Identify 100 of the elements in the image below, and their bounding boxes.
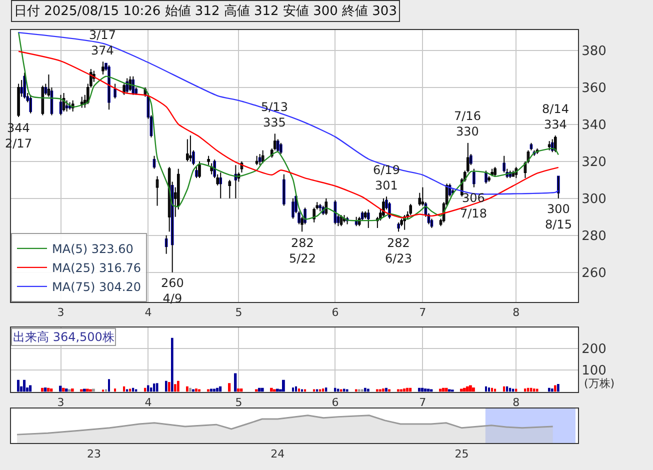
bar (198, 389, 200, 392)
annotation: 306 7/18 (460, 191, 487, 221)
x-tick-label: 6 (332, 306, 339, 320)
bar (135, 389, 138, 392)
bar (189, 388, 192, 392)
bar (234, 373, 237, 392)
bar (177, 380, 180, 392)
bar (114, 388, 116, 392)
x-tick-label: 3 (57, 306, 64, 320)
bar (17, 380, 20, 392)
bar (403, 388, 406, 392)
legend-label: MA(75) 304.20 (52, 280, 141, 294)
bar (485, 386, 487, 392)
bar (488, 387, 490, 392)
bar (548, 388, 550, 392)
bar (195, 388, 198, 392)
annotation: 300 8/15 (545, 202, 572, 232)
x-tick-label: 23 (87, 447, 102, 460)
annotation: 282 6/23 (385, 236, 412, 266)
x-tick-label: 8 (512, 396, 520, 409)
annotation: 8/14 334 (542, 102, 569, 132)
bar (168, 382, 170, 392)
y-tick-label: 320 (582, 154, 606, 170)
bar (319, 389, 322, 392)
legend-label: MA(25) 316.76 (52, 261, 141, 276)
y-tick-label: 300 (582, 192, 606, 207)
chart-title: 出来高 364,500株 (13, 330, 114, 344)
bar (292, 387, 294, 392)
bar (301, 389, 304, 392)
annotation: 3/17 374 (89, 28, 116, 58)
bar (551, 388, 554, 392)
y-tick-label: 280 (582, 228, 606, 244)
y-tick-label: 380 (582, 44, 606, 60)
y-tick-label: 340 (582, 118, 606, 133)
y-tick-label: 200 (582, 342, 606, 357)
x-tick-label: 6 (332, 396, 339, 409)
bar (186, 386, 188, 392)
bar (400, 389, 403, 392)
annotation: 5/13 335 (261, 100, 288, 130)
bar (442, 388, 445, 392)
bar (228, 383, 231, 392)
bar (270, 388, 273, 392)
x-tick-label: 5 (235, 306, 242, 320)
bar (554, 385, 556, 392)
bar (385, 388, 388, 392)
y-tick-label: 100 (582, 364, 606, 379)
bar (23, 380, 26, 392)
bar (89, 389, 92, 392)
bar (346, 389, 348, 392)
bar (355, 389, 358, 392)
bar (62, 388, 65, 392)
y-axis-title: (万株) (584, 377, 615, 390)
bar (108, 379, 110, 392)
bar (258, 388, 261, 392)
x-tick-label: 4 (144, 306, 152, 320)
x-tick-label: 3 (57, 396, 64, 409)
x-tick-label: 24 (270, 447, 285, 460)
bar (469, 385, 472, 392)
annotation: 260 4/9 (161, 276, 184, 306)
bar (463, 388, 466, 392)
x-tick-label: 25 (454, 447, 469, 460)
bar (282, 380, 285, 392)
bar (466, 386, 469, 392)
bar (298, 388, 300, 392)
bar (533, 388, 536, 392)
bar (261, 388, 264, 392)
bar (358, 389, 360, 392)
legend-label: MA(5) 323.60 (52, 242, 134, 256)
bar (59, 386, 62, 392)
bar (65, 388, 68, 392)
y-tick-label: 260 (582, 266, 606, 281)
bar (376, 389, 378, 392)
y-tick-label: 360 (582, 81, 606, 96)
chart-title: 日付 2025/08/15 10:26 始値 312 高値 312 安値 300 終値 303 (14, 3, 397, 19)
annotation: 282 5/22 (289, 236, 316, 266)
bar (171, 338, 174, 392)
annotation: 7/16 330 (454, 109, 481, 139)
bar (382, 388, 384, 392)
bar (472, 387, 475, 392)
bar (295, 386, 297, 392)
bar (29, 385, 32, 392)
bar (448, 389, 451, 392)
bar (397, 389, 400, 392)
bar (105, 389, 107, 392)
bar (557, 384, 560, 392)
bar (304, 389, 306, 392)
bar (156, 383, 158, 392)
x-tick-label: 5 (235, 396, 242, 409)
bar (313, 389, 316, 392)
bar (174, 384, 176, 392)
bar (364, 388, 366, 392)
bar (207, 389, 210, 392)
bar (68, 389, 71, 392)
x-tick-label: 8 (512, 306, 520, 320)
bar (80, 389, 83, 392)
bar (165, 380, 168, 392)
annotation: 6/19 301 (373, 163, 400, 193)
bar (255, 389, 258, 392)
bar (361, 389, 364, 392)
x-tick-label: 7 (419, 396, 426, 409)
